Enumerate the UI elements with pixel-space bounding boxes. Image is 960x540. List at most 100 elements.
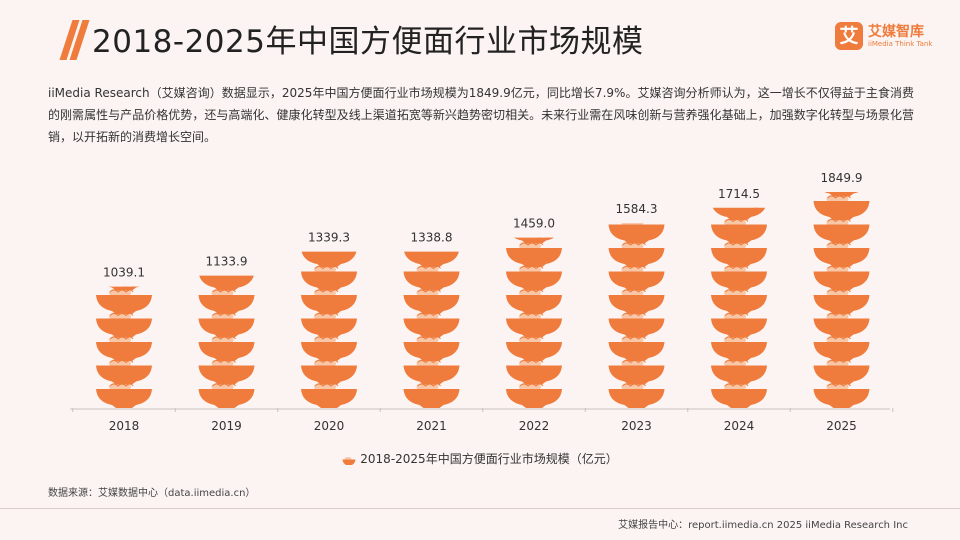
bar-2024 bbox=[710, 161, 768, 409]
noodle-bowl-icon bbox=[402, 253, 461, 292]
logo-text-en: iiMedia Think Tank bbox=[868, 40, 933, 48]
noodle-bowl-icon bbox=[710, 207, 768, 221]
noodle-bowl-icon bbox=[607, 324, 666, 362]
noodle-bowl-icon bbox=[505, 277, 563, 315]
value-label: 1459.0 bbox=[513, 217, 555, 231]
noodle-bowl-icon bbox=[300, 371, 358, 409]
noodle-bowl-icon bbox=[402, 371, 461, 409]
x-tick-label: 2025 bbox=[826, 419, 857, 433]
noodle-bowl-icon bbox=[197, 371, 256, 409]
noodle-bowl-icon bbox=[710, 230, 768, 268]
noodle-bowl-icon bbox=[607, 223, 666, 245]
value-label: 1849.9 bbox=[821, 171, 863, 185]
value-label: 1133.9 bbox=[206, 255, 248, 269]
noodle-bowl-icon bbox=[710, 324, 768, 362]
noodle-bowl-icon bbox=[812, 277, 871, 315]
noodle-bowl-icon bbox=[197, 324, 256, 362]
noodle-bowl-icon bbox=[812, 230, 871, 268]
bar-2020 bbox=[300, 208, 358, 409]
noodle-bowl-icon bbox=[402, 277, 461, 315]
value-label: 1338.8 bbox=[411, 231, 453, 245]
noodle-bowl-icon bbox=[505, 371, 563, 409]
noodle-bowl-icon bbox=[505, 324, 563, 362]
summary-paragraph: iiMedia Research（艾媒咨询）数据显示，2025年中国方便面行业市… bbox=[48, 86, 914, 144]
footer-divider bbox=[0, 508, 960, 509]
chart-legend: 2018-2025年中国方便面行业市场规模（亿元） bbox=[0, 450, 960, 467]
noodle-bowl-icon bbox=[199, 231, 255, 267]
noodle-bowl-icon bbox=[710, 347, 768, 386]
bar-2023 bbox=[607, 184, 666, 409]
noodle-bowl-icon bbox=[95, 300, 153, 339]
noodle-bowl-icon bbox=[710, 300, 768, 339]
noodle-bowl-icon bbox=[402, 347, 461, 386]
legend-label: 2018-2025年中国方便面行业市场规模（亿元） bbox=[360, 452, 618, 466]
bar-2018 bbox=[95, 231, 153, 409]
noodle-bowl-icon bbox=[95, 286, 153, 292]
x-tick-label: 2019 bbox=[211, 419, 242, 433]
noodle-bowl-icon bbox=[96, 231, 152, 267]
noodle-bowl-icon bbox=[812, 300, 871, 339]
noodle-bowl-icon bbox=[197, 275, 256, 292]
noodle-bowl-icon bbox=[95, 371, 153, 409]
market-size-chart: 1039.1 2018 1133.9 2019 1339.3 2020 1338.8 2021… bbox=[70, 161, 894, 433]
noodle-bowl-icon bbox=[812, 371, 871, 409]
noodle-bowl-icon bbox=[607, 230, 666, 268]
value-label: 1039.1 bbox=[103, 266, 145, 280]
noodle-bowl-icon bbox=[710, 277, 768, 315]
x-tick-label: 2018 bbox=[109, 419, 140, 433]
noodle-bowl-icon bbox=[300, 277, 358, 315]
x-tick-label: 2023 bbox=[621, 419, 652, 433]
x-tick-label: 2022 bbox=[519, 419, 550, 433]
noodle-bowl-icon bbox=[402, 300, 461, 339]
x-tick-label: 2024 bbox=[724, 419, 755, 433]
noodle-bowl-icon bbox=[607, 300, 666, 339]
noodle-bowl-icon bbox=[95, 324, 153, 362]
noodle-bowl-icon bbox=[197, 347, 256, 386]
noodle-bowl-icon bbox=[506, 184, 562, 220]
noodle-bowl-icon bbox=[607, 253, 666, 292]
noodle-bowl-icon bbox=[505, 300, 563, 339]
noodle-bowl-icon bbox=[300, 253, 358, 292]
bar-2025 bbox=[812, 192, 871, 409]
noodle-bowl-icon bbox=[95, 286, 153, 315]
bar-2021 bbox=[402, 208, 461, 409]
noodle-bowl-icon bbox=[404, 208, 460, 244]
noodle-bowl-icon bbox=[301, 208, 357, 244]
iimedia-logo: 艾 艾媒智库 iiMedia Think Tank bbox=[835, 20, 945, 56]
noodle-bowl-icon bbox=[505, 347, 563, 386]
noodle-bowl-icon bbox=[95, 347, 153, 386]
noodle-bowl-icon bbox=[812, 192, 871, 221]
noodle-bowl-icon bbox=[609, 184, 665, 220]
noodle-bowl-icon bbox=[710, 253, 768, 292]
footer-credit: 艾媒报告中心：report.iimedia.cn 2025 iiMedia Re… bbox=[618, 520, 908, 531]
noodle-bowl-icon bbox=[402, 251, 461, 268]
noodle-bowl-icon bbox=[197, 300, 256, 339]
noodle-bowl-icon bbox=[197, 277, 256, 315]
noodle-bowl-icon bbox=[812, 253, 871, 292]
noodle-bowl-icon bbox=[710, 207, 768, 245]
noodle-bowl-icon bbox=[711, 161, 767, 197]
noodle-bowl-icon bbox=[607, 371, 666, 409]
noodle-bowl-icon bbox=[505, 237, 563, 245]
noodle-bowl-icon bbox=[300, 347, 358, 386]
value-label: 1584.3 bbox=[616, 202, 658, 216]
value-label: 1714.5 bbox=[718, 187, 760, 201]
noodle-bowl-icon bbox=[607, 277, 666, 315]
noodle-bowl-icon bbox=[300, 324, 358, 362]
page-title: 2018-2025年中国方便面行业市场规模 bbox=[92, 24, 644, 60]
noodle-bowl-icon bbox=[812, 324, 871, 362]
noodle-bowl-icon bbox=[710, 371, 768, 409]
noodle-bowl-icon bbox=[342, 456, 356, 465]
noodle-bowl-icon bbox=[812, 347, 871, 386]
data-source: 数据来源：艾媒数据中心（data.iimedia.cn） bbox=[48, 488, 256, 499]
bar-2019 bbox=[197, 231, 256, 409]
value-label: 1339.3 bbox=[308, 231, 350, 245]
x-tick-label: 2020 bbox=[314, 419, 345, 433]
noodle-bowl-icon bbox=[607, 347, 666, 386]
noodle-bowl-icon bbox=[505, 237, 563, 268]
noodle-bowl-icon bbox=[812, 192, 871, 198]
logo-mark-icon: 艾 bbox=[835, 22, 863, 50]
x-tick-label: 2021 bbox=[416, 419, 447, 433]
noodle-bowl-icon bbox=[402, 324, 461, 362]
logo-text-cn: 艾媒智库 bbox=[868, 24, 924, 40]
